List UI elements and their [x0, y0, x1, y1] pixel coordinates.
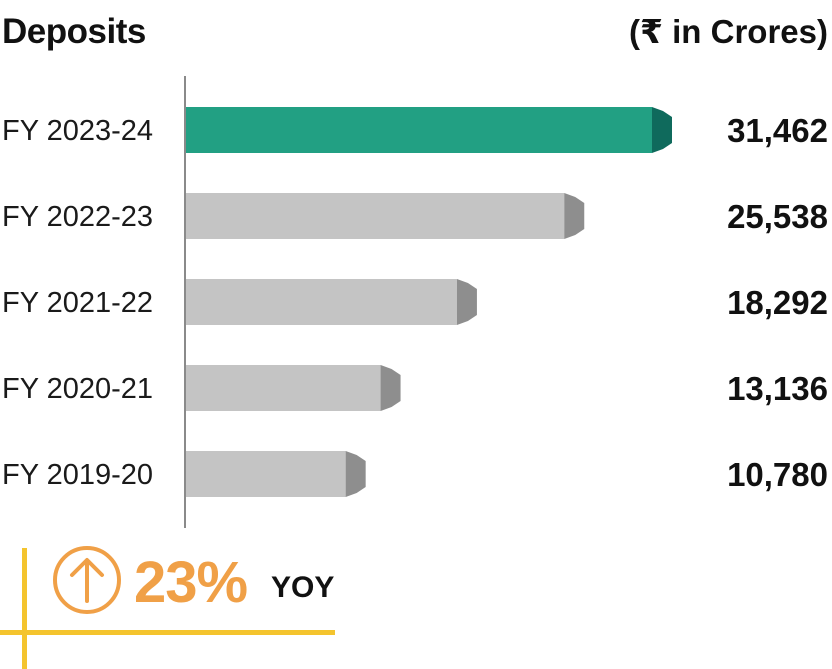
- bar: [186, 279, 457, 325]
- bar: [186, 107, 652, 153]
- chart-title: Deposits: [2, 12, 146, 51]
- category-label: FY 2021-22: [2, 287, 153, 319]
- bar-cap: [380, 365, 401, 411]
- unit-label: (₹ in Crores): [629, 13, 828, 50]
- value-label: 25,538: [727, 198, 828, 235]
- value-label: 31,462: [727, 112, 828, 149]
- decorative-horizontal-line: [0, 630, 335, 635]
- bar-cap: [345, 451, 366, 497]
- category-label: FY 2023-24: [2, 115, 153, 147]
- bar: [186, 365, 381, 411]
- category-label: FY 2022-23: [2, 201, 153, 233]
- value-label: 18,292: [727, 284, 828, 321]
- decorative-vertical-line: [22, 548, 27, 669]
- category-label: FY 2019-20: [2, 459, 153, 491]
- value-label: 13,136: [727, 370, 828, 407]
- bar-chart: FY 2023-24 31,462 FY 2022-23 25,538 FY 2021-…: [2, 76, 828, 528]
- bar: [186, 193, 565, 239]
- yoy-label: YOY: [271, 571, 335, 604]
- bar-cap: [564, 193, 585, 239]
- yoy-growth-value: 23%: [134, 550, 248, 615]
- category-label: FY 2020-21: [2, 373, 153, 405]
- bar: [186, 451, 346, 497]
- arrow-up-circle-icon: [53, 546, 121, 614]
- value-label: 10,780: [727, 456, 828, 493]
- bar-cap: [456, 279, 477, 325]
- yoy-growth-kpi: 23% YOY: [50, 543, 380, 623]
- bar-cap: [652, 107, 672, 153]
